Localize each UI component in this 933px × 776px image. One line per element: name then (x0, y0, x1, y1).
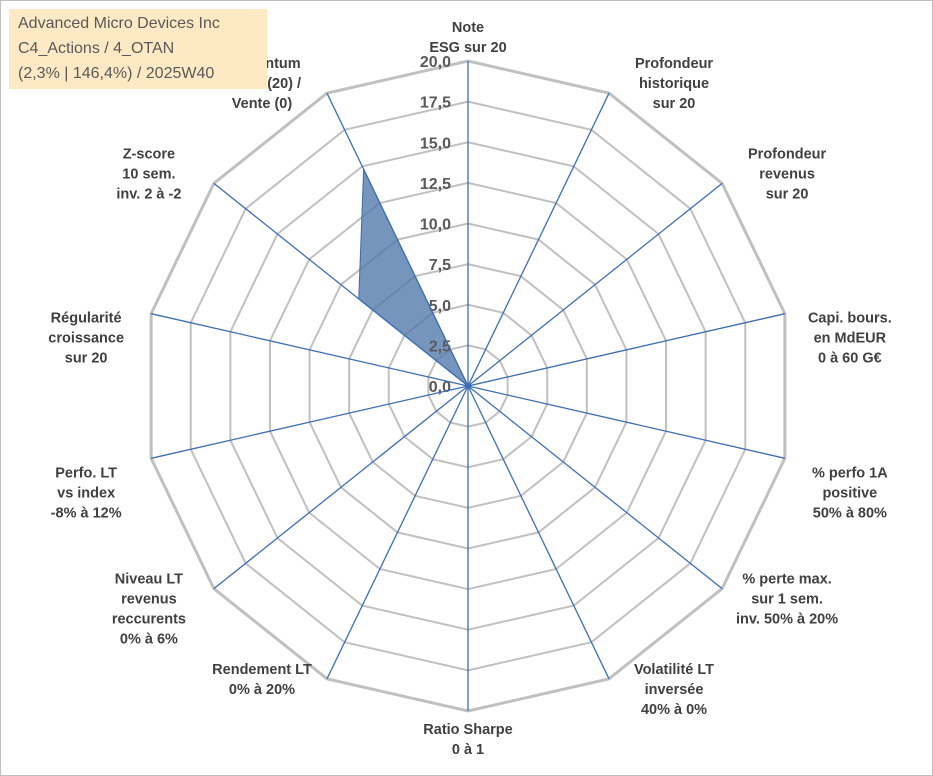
axis-spoke (467, 385, 723, 590)
axis-label-line: Capi. bours. (808, 311, 892, 327)
axis-label: Rendement LT 0% à 20% (212, 662, 312, 698)
axis-label-line: Ratio Sharpe (423, 722, 512, 738)
axis-label-line: 10 sem. (122, 166, 175, 182)
axis-label-line: croissance (48, 331, 124, 347)
info-box: Advanced Micro Devices Inc C4_Actions / … (9, 9, 267, 89)
category-label: C4_Actions / 4_OTAN (18, 40, 175, 57)
axis-spoke (467, 385, 610, 680)
axis-label-line: Niveau LT (115, 572, 183, 588)
axis-spoke (467, 385, 785, 459)
axis-spoke (151, 385, 469, 459)
axis-label: % perfo 1A positive 50% à 80% (812, 465, 888, 521)
axis-label-line: historique (639, 76, 709, 92)
axis-label-line: 0 à 60 G€ (818, 351, 882, 367)
axis-label-line: reccurents (112, 612, 186, 628)
axis-label: Note ESG sur 20 (429, 20, 506, 56)
company-name: Advanced Micro Devices Inc (18, 15, 220, 32)
series-area (358, 169, 785, 387)
axis-spoke (213, 182, 469, 387)
tick-label: 10,0 (420, 217, 451, 234)
axis-label-line: Perfo. LT (55, 465, 117, 481)
axis-spoke (326, 92, 469, 387)
axis-label-line: 50% à 80% (813, 505, 887, 521)
axis-label-line: sur 1 sem. (751, 592, 823, 608)
axis-label-line: Volatilité LT (634, 662, 714, 678)
tick-label: 7,5 (429, 257, 451, 274)
axis-spoke (213, 385, 469, 590)
axis-label: Niveau LT revenus reccurents 0% à 6% (112, 572, 186, 648)
tick-label: 17,5 (420, 95, 451, 112)
axis-label-line: sur 20 (653, 96, 696, 112)
axis-label: Z-score 10 sem. inv. 2 à -2 (116, 146, 181, 202)
axis-label: Profondeur revenus sur 20 (748, 146, 826, 202)
axis-label-line: revenus (121, 592, 177, 608)
axis-label-line: 0% à 20% (229, 682, 295, 698)
tick-label: 2,5 (429, 338, 451, 355)
axis-label-line: en MdEUR (814, 331, 887, 347)
axis-label-line: Z-score (123, 146, 175, 162)
axis-spoke (326, 385, 469, 680)
axis-spoke (467, 182, 723, 387)
axis-label: Profondeur historique sur 20 (635, 56, 713, 112)
axis-label-line: revenus (759, 166, 815, 182)
axis-label: Volatilité LT inversée 40% à 0% (634, 662, 714, 718)
axis-label-line: inv. 50% à 20% (736, 612, 838, 628)
radar-axis-labels: Note ESG sur 20 Profondeur historique sur 20… (48, 20, 891, 758)
radar-series (358, 169, 785, 387)
axis-spoke (151, 313, 469, 387)
tick-label: 15,0 (420, 135, 451, 152)
axis-label-line: 0 à 1 (452, 742, 484, 758)
axis-label-line: Rendement LT (212, 662, 312, 678)
axis-label-line: 40% à 0% (641, 702, 707, 718)
stats-label: (2,3% | 146,4%) / 2025W40 (18, 65, 215, 82)
axis-label-line: Vente (0) (232, 96, 293, 112)
axis-label-line: Note (452, 20, 484, 36)
axis-label-line: positive (822, 485, 877, 501)
axis-label: Capi. bours. en MdEUR 0 à 60 G€ (808, 311, 892, 367)
tick-label: 20,0 (420, 54, 451, 71)
tick-label: 12,5 (420, 176, 451, 193)
tick-label: 5,0 (429, 298, 451, 315)
axis-label: Perfo. LT vs index -8% à 12% (51, 465, 122, 521)
axis-label-line: Profondeur (635, 56, 713, 72)
axis-label-line: Régularité (51, 311, 122, 327)
axis-label: Ratio Sharpe 0 à 1 (423, 722, 512, 758)
axis-label-line: inv. 2 à -2 (116, 186, 181, 202)
radar-spokes (151, 61, 785, 711)
axis-label-line: ESG sur 20 (429, 40, 506, 56)
axis-label-line: sur 20 (65, 351, 108, 367)
radar-tick-labels: 0,02,55,07,510,012,515,017,520,0 (420, 54, 451, 396)
axis-label-line: -8% à 12% (51, 505, 122, 521)
axis-label-line: sur 20 (766, 186, 809, 202)
axis-label-line: inversée (645, 682, 704, 698)
axis-label-line: vs index (57, 485, 115, 501)
axis-label-line: Profondeur (748, 146, 826, 162)
axis-label-line: % perte max. (742, 572, 831, 588)
axis-spoke (467, 313, 785, 387)
axis-label-line: % perfo 1A (812, 465, 888, 481)
axis-spoke (467, 92, 610, 387)
axis-label: Régularité croissance sur 20 (48, 311, 124, 367)
axis-label-line: 0% à 6% (120, 632, 178, 648)
axis-label: % perte max. sur 1 sem. inv. 50% à 20% (736, 572, 838, 628)
